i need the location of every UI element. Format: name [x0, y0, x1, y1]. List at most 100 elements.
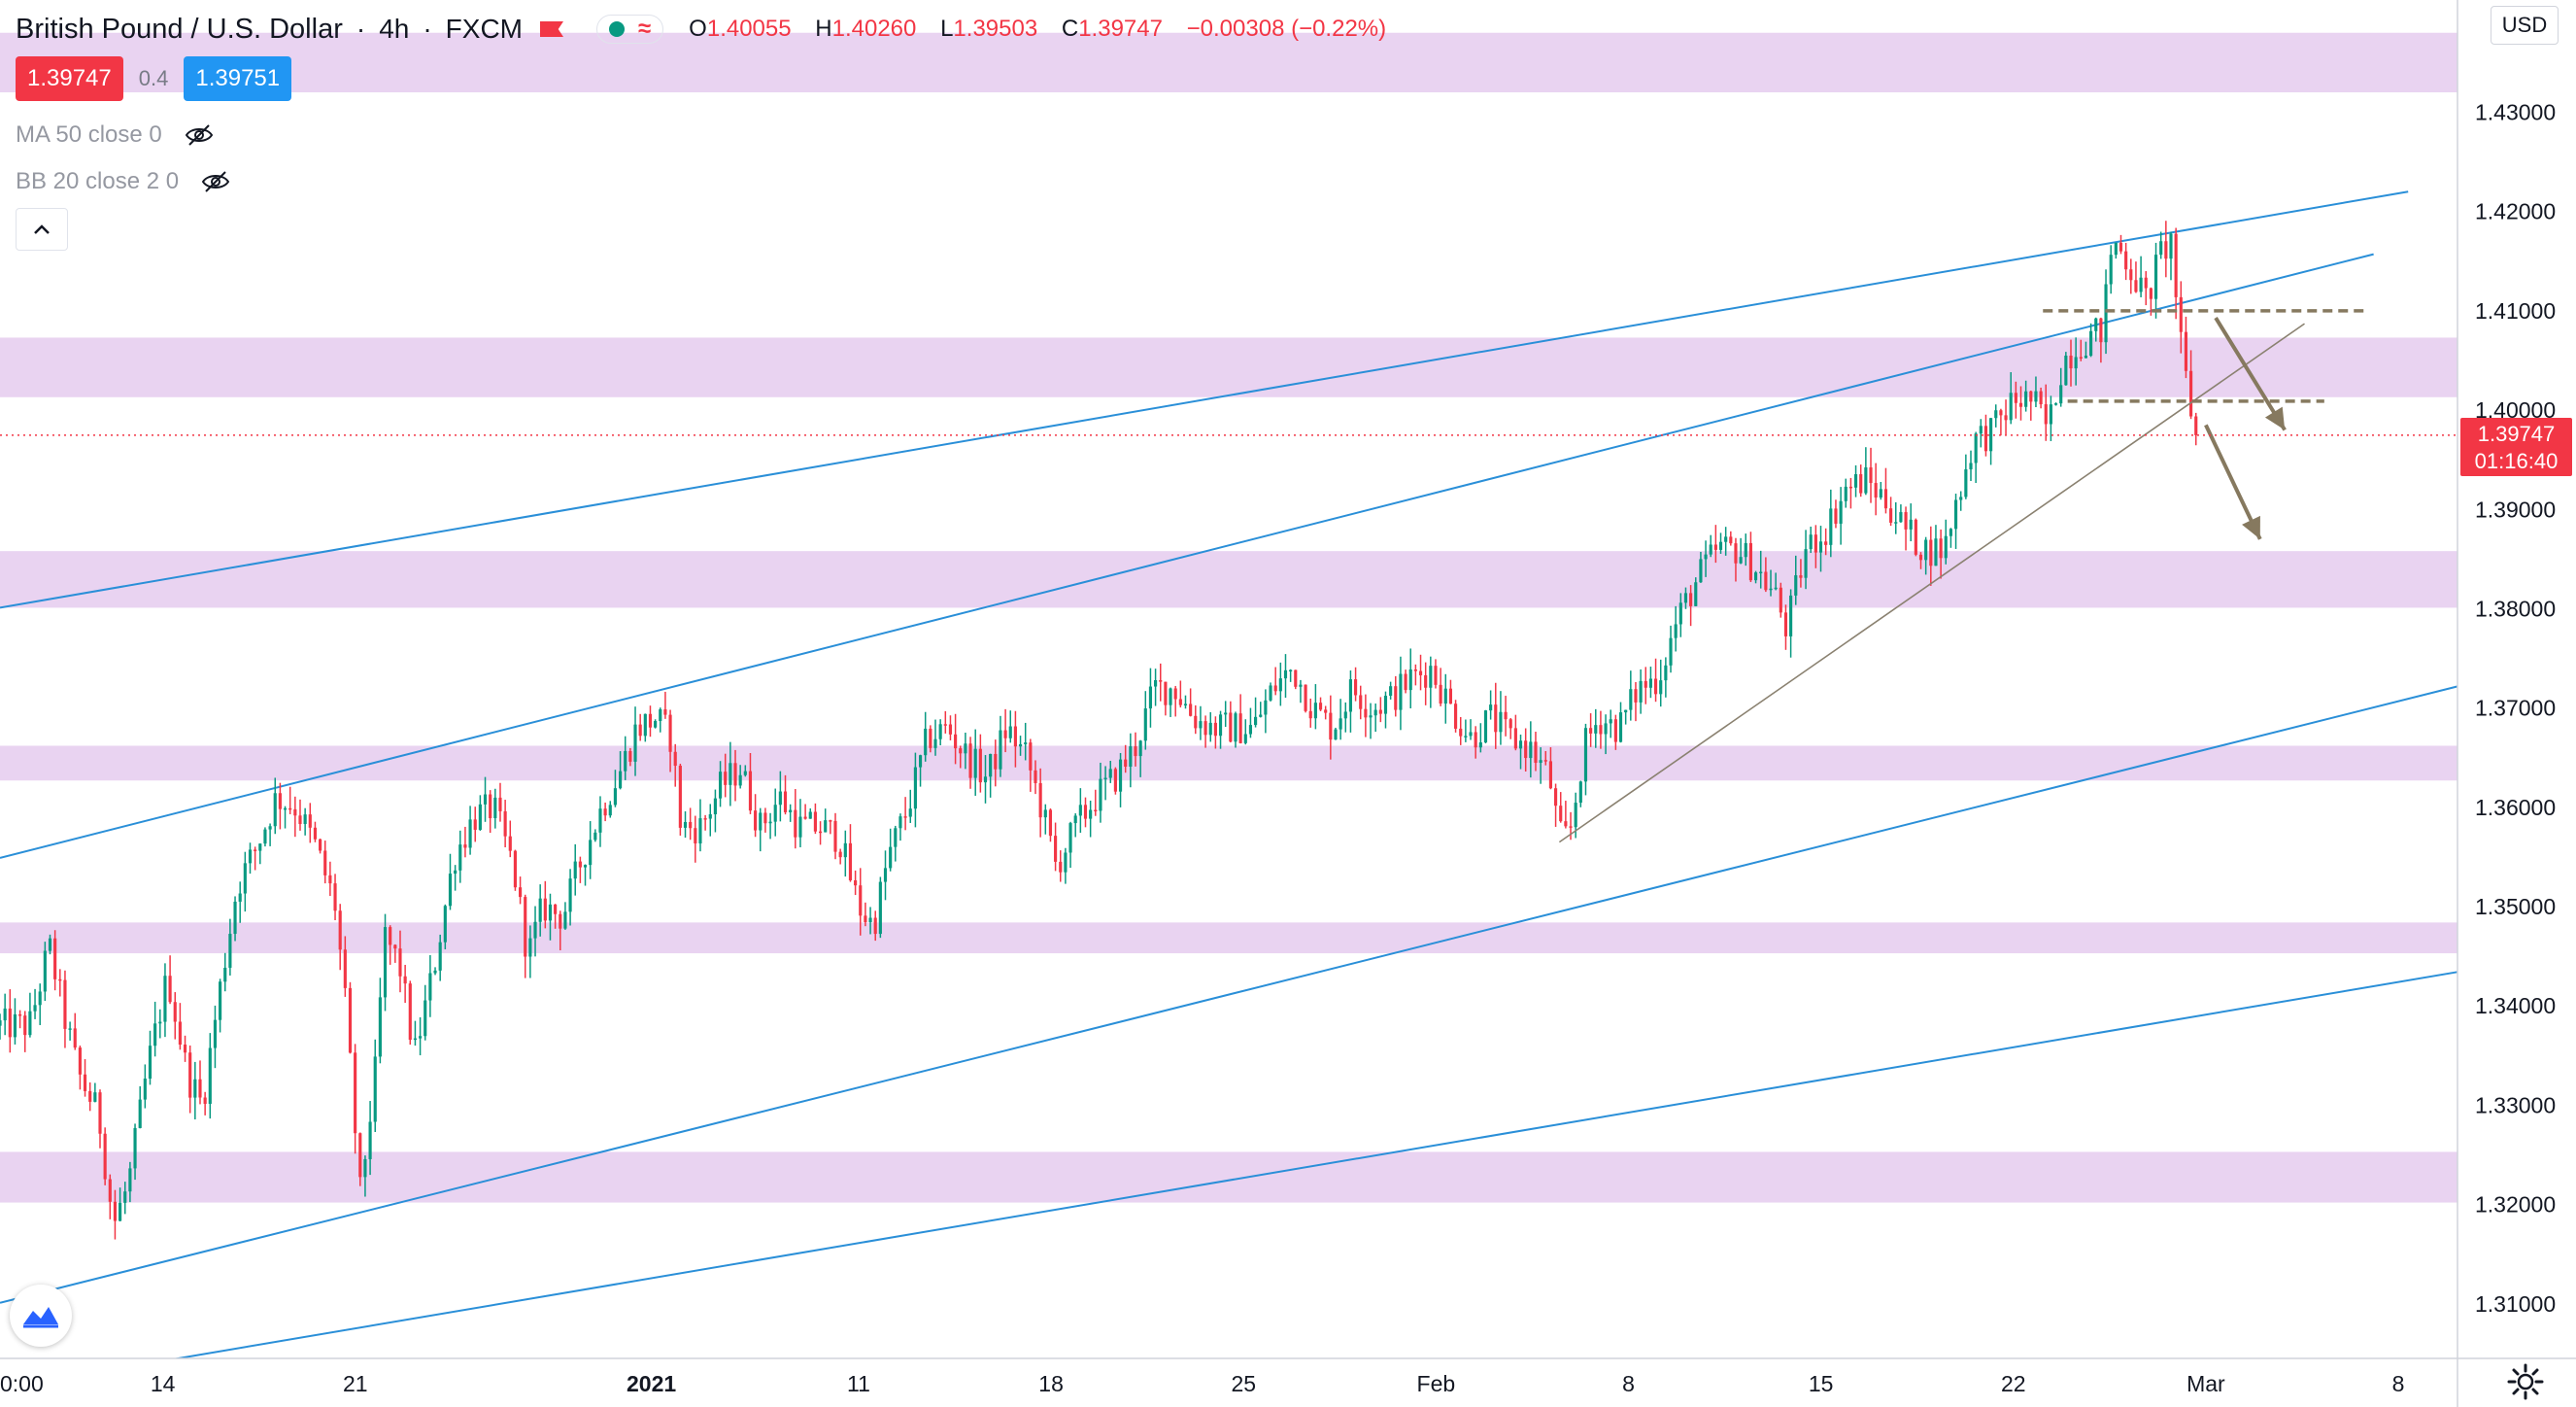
- candle-body: [88, 1090, 92, 1102]
- candle-body: [1709, 544, 1712, 555]
- candle-body: [2018, 402, 2023, 407]
- candle-body: [1324, 709, 1328, 713]
- candle-body: [1994, 410, 1998, 419]
- candle-body: [1059, 861, 1063, 873]
- candle-body: [143, 1079, 147, 1100]
- candle-body: [1154, 680, 1158, 687]
- candle-body: [848, 842, 853, 880]
- candle-body: [1934, 538, 1938, 566]
- candle-body: [1539, 760, 1542, 764]
- candle-body: [1799, 575, 1803, 578]
- candle-body: [498, 797, 502, 811]
- candle-body: [813, 811, 817, 832]
- candle-body: [898, 816, 902, 829]
- candle-body: [1003, 730, 1007, 738]
- candle-body: [2024, 391, 2028, 407]
- candle-body: [258, 843, 262, 851]
- candle-body: [689, 821, 693, 829]
- candle-body: [1639, 680, 1643, 703]
- x-tick-label: Feb: [1417, 1371, 1456, 1396]
- candle-body: [1508, 719, 1512, 729]
- candle-body: [2049, 404, 2052, 425]
- channel-line: [0, 684, 2463, 1304]
- candle-body: [58, 978, 62, 981]
- candle-body: [833, 820, 837, 852]
- indicator-bb[interactable]: BB 20 close 2 0: [16, 165, 231, 198]
- indicator-ma[interactable]: MA 50 close 0: [16, 119, 215, 152]
- candle-body: [293, 808, 297, 816]
- candle-body: [768, 821, 772, 824]
- candle-body: [1904, 512, 1908, 530]
- candle-body: [1073, 815, 1077, 824]
- candle-body: [543, 898, 547, 921]
- candle-body: [1208, 722, 1212, 736]
- flag-icon[interactable]: [540, 21, 563, 37]
- candle-body: [1378, 709, 1382, 714]
- market-status-icon: [609, 21, 625, 37]
- candle-body: [1439, 684, 1442, 704]
- candle-body: [1609, 719, 1612, 724]
- market-status[interactable]: ≈: [596, 15, 664, 44]
- candle-body: [1443, 688, 1447, 704]
- candle-body: [1134, 746, 1137, 757]
- candle-body: [2053, 403, 2058, 405]
- candle-body: [1724, 536, 1728, 542]
- candle-body: [964, 743, 967, 754]
- collapse-legend-button[interactable]: [16, 208, 68, 251]
- timeframe-label[interactable]: 4h: [379, 14, 410, 44]
- candle-body: [859, 885, 863, 916]
- candle-body: [1389, 686, 1393, 697]
- candle-body: [1148, 686, 1153, 709]
- candle-body: [883, 868, 888, 882]
- eye-off-icon[interactable]: [200, 170, 231, 193]
- currency-button[interactable]: USD: [2491, 6, 2559, 45]
- candle-body: [383, 927, 388, 998]
- buy-button[interactable]: 1.39751: [184, 56, 292, 101]
- candle-body: [668, 714, 672, 752]
- candle-body: [1924, 539, 1928, 561]
- candle-body: [983, 776, 988, 783]
- channel-line: [0, 253, 2374, 859]
- candle-body: [1553, 788, 1558, 806]
- symbol-header: British Pound / U.S. Dollar · 4h · FXCM …: [16, 10, 1404, 49]
- gear-icon[interactable]: [2506, 1362, 2545, 1401]
- candle-body: [2129, 269, 2133, 281]
- candle-body: [1894, 522, 1898, 524]
- candle-body: [1548, 761, 1552, 789]
- eye-off-icon[interactable]: [184, 123, 215, 147]
- candle-body: [999, 730, 1002, 770]
- candle-body: [829, 820, 832, 822]
- candle-body: [978, 748, 982, 783]
- candle-body: [1648, 678, 1652, 688]
- candle-body: [843, 842, 847, 858]
- candle-body: [808, 811, 812, 819]
- candle-body: [1394, 686, 1398, 710]
- candle-body: [643, 713, 647, 737]
- candle-body: [113, 1201, 118, 1221]
- last-price-tag: 1.39747 01:16:40: [2460, 418, 2572, 476]
- candle-body: [283, 807, 288, 810]
- candle-body: [1404, 673, 1407, 691]
- candle-body: [128, 1168, 132, 1192]
- candle-body: [493, 797, 497, 819]
- candle-body: [428, 973, 432, 1001]
- candle-body: [419, 1036, 423, 1039]
- candle-body: [729, 763, 732, 785]
- candle-body: [28, 1011, 32, 1036]
- sell-button[interactable]: 1.39747: [16, 56, 123, 101]
- candle-body: [1469, 732, 1473, 737]
- candle-body: [343, 949, 347, 988]
- tradingview-logo[interactable]: [10, 1285, 72, 1347]
- candle-body: [2094, 318, 2098, 331]
- candle-body: [378, 997, 382, 1057]
- candle-body: [1339, 718, 1342, 730]
- x-tick-label: 8: [2392, 1371, 2405, 1396]
- candle-body: [2144, 277, 2148, 289]
- candle-body: [1029, 742, 1033, 771]
- symbol-title[interactable]: British Pound / U.S. Dollar: [16, 13, 343, 45]
- candle-body: [3, 1008, 7, 1021]
- candle-body: [413, 1038, 418, 1041]
- candle-body: [8, 1008, 12, 1038]
- y-tick-label: 1.41000: [2475, 298, 2556, 324]
